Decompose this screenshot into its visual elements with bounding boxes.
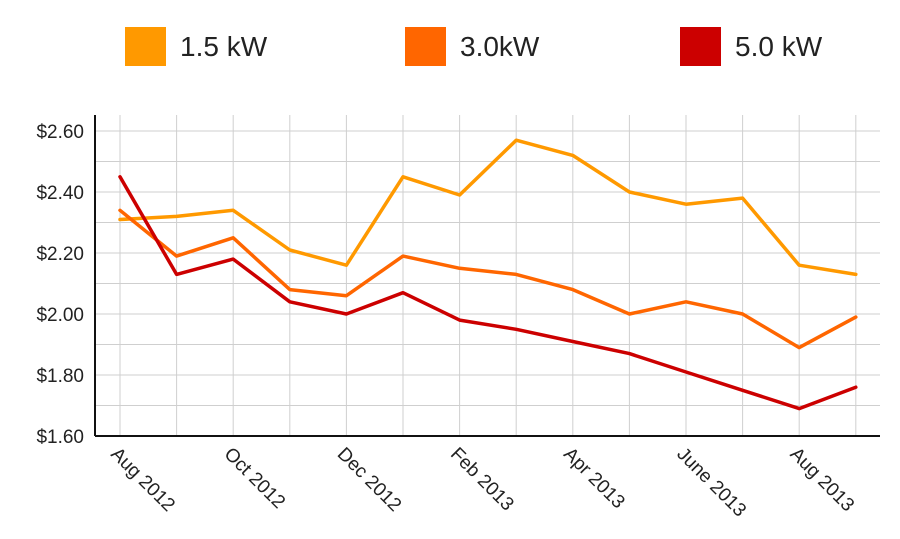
y-tick-label: $2.00	[36, 305, 84, 326]
legend-swatch	[680, 27, 721, 66]
legend-swatch	[405, 27, 446, 66]
x-tick-label: Aug 2013	[786, 444, 858, 516]
x-tick-label: Aug 2012	[106, 444, 178, 516]
legend: 1.5 kW 3.0kW 5.0 kW	[125, 27, 823, 66]
series-line-1-5-kw	[118, 138, 858, 277]
grid	[95, 115, 880, 436]
series-line-3-0kw	[118, 208, 858, 350]
y-tick-label: $2.40	[36, 183, 84, 204]
legend-item: 1.5 kW	[125, 27, 268, 66]
legend-swatch	[125, 27, 166, 66]
legend-item: 5.0 kW	[680, 27, 823, 66]
y-tick-label: $2.20	[36, 244, 84, 265]
legend-item: 3.0kW	[405, 27, 540, 66]
x-tick-label: Apr 2013	[559, 444, 628, 513]
x-axis-ticks: Aug 2012 Oct 2012 Dec 2012 Feb 2013 Apr 2013…	[106, 444, 858, 522]
x-tick-label: Oct 2012	[220, 444, 289, 513]
legend-label: 1.5 kW	[180, 31, 268, 62]
series-lines	[118, 138, 858, 411]
x-tick-label: June 2013	[672, 444, 750, 522]
y-tick-label: $1.60	[36, 427, 84, 448]
legend-label: 3.0kW	[460, 31, 540, 62]
y-tick-label: $2.60	[36, 122, 84, 143]
series-line-5-0-kw	[118, 175, 858, 411]
x-tick-label: Dec 2012	[333, 444, 405, 516]
legend-label: 5.0 kW	[735, 31, 823, 62]
y-tick-label: $1.80	[36, 366, 84, 387]
y-axis-ticks: $1.60 $1.80 $2.00 $2.20 $2.40 $2.60	[36, 122, 84, 448]
axes	[94, 115, 880, 437]
x-tick-label: Feb 2013	[446, 444, 518, 516]
